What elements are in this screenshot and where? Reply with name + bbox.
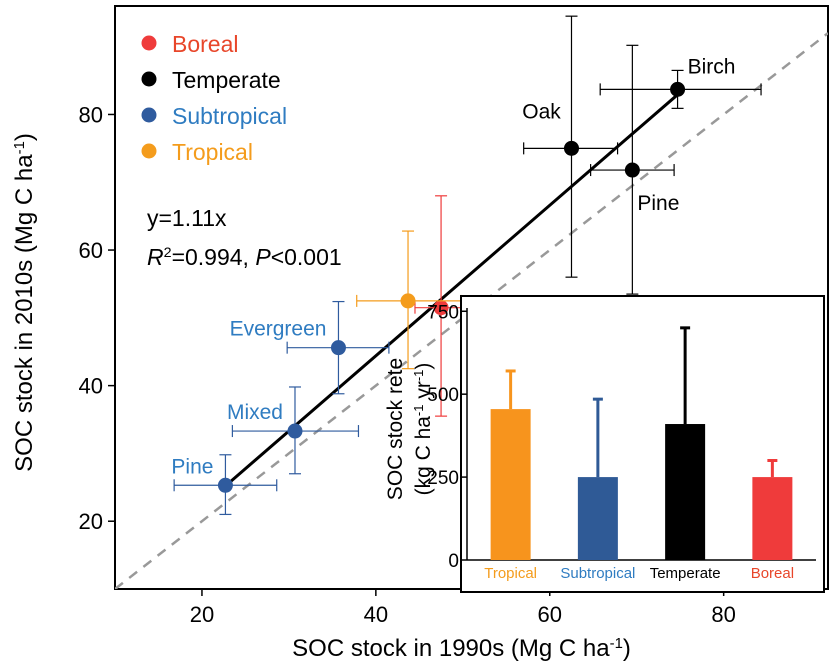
inset-y-axis-label-line1: SOC stock rete <box>384 358 407 500</box>
inset-y-axis-label-line2-part-0: (kg C ha <box>412 416 435 496</box>
bar <box>577 477 618 560</box>
equation-line1: y=1.11x <box>147 205 227 231</box>
equation-line2-part-0: R <box>147 244 164 270</box>
inset-y-axis-label-line2: (kg C ha-1 yr-1) <box>411 363 436 496</box>
series-temperate: Oak Pine Birch <box>522 15 762 295</box>
point-label: Mixed <box>227 401 283 424</box>
point-label: Oak <box>522 100 561 123</box>
point-label: Pine <box>637 192 679 215</box>
point-label: Evergreen <box>230 318 327 341</box>
data-point <box>287 423 303 439</box>
equation-line2-part-2: =0.994, <box>172 244 256 270</box>
bar <box>490 409 531 560</box>
x-axis-label-part-1: -1 <box>610 636 623 652</box>
inset-y-axis-label-line2-part-3: -1 <box>411 370 426 382</box>
data-point <box>217 477 233 493</box>
equation-line2-part-3: P <box>255 244 271 270</box>
legend-marker <box>141 35 157 51</box>
bar <box>752 477 793 560</box>
inset-y-axis-label-line2-part-1: -1 <box>411 404 426 416</box>
y-tick-label: 80 <box>79 102 103 127</box>
inset-y-tick-label: 500 <box>427 385 459 406</box>
legend: Boreal Temperate Subtropical Tropical <box>141 31 287 165</box>
inset-category-label: Boreal <box>751 565 794 582</box>
legend-marker <box>141 71 157 87</box>
inset-y-tick-label: 0 <box>448 551 459 572</box>
x-tick-label: 60 <box>538 602 562 627</box>
legend-label: Boreal <box>172 31 238 57</box>
data-point <box>563 140 579 156</box>
y-tick-label: 40 <box>79 374 103 399</box>
inset-y-tick-label: 250 <box>427 468 459 489</box>
x-tick-label: 20 <box>190 602 214 627</box>
legend-marker <box>141 143 157 159</box>
inset-category-label: Temperate <box>650 565 721 582</box>
inset-y-axis-label-line2-part-2: yr <box>412 381 435 404</box>
inset-y-tick-label: 750 <box>427 302 459 323</box>
y-axis-label-part-0: SOC stock in 2010s (Mg C ha <box>11 154 38 472</box>
point-label: Pine <box>171 455 213 478</box>
inset-category-label: Subtropical <box>560 565 635 582</box>
data-point <box>670 81 686 97</box>
equation-line2: R2=0.994, P<0.001 <box>147 244 342 270</box>
legend-marker <box>141 107 157 123</box>
fit-line <box>224 93 679 488</box>
x-axis-label: SOC stock in 1990s (Mg C ha-1) <box>292 635 631 662</box>
equation-line2-part-1: 2 <box>164 245 172 261</box>
x-axis-label-part-2: ) <box>623 635 631 662</box>
y-axis-label-part-1: -1 <box>12 141 28 154</box>
x-tick-label: 40 <box>364 602 388 627</box>
inset-category-label: Tropical <box>484 565 537 582</box>
y-tick-label: 60 <box>79 238 103 263</box>
data-point <box>624 162 640 178</box>
equation: y=1.11x R2=0.994, P<0.001 <box>147 205 342 270</box>
equation-line2-part-4: <0.001 <box>271 244 342 270</box>
inset-bar-chart: 0 250 500 750 Tropical Subtropical Temperate Bo… <box>384 295 825 593</box>
legend-label: Tropical <box>172 139 253 165</box>
bar <box>665 424 706 560</box>
legend-label: Subtropical <box>172 103 287 129</box>
data-point <box>400 293 416 309</box>
x-axis-label-part-0: SOC stock in 1990s (Mg C ha <box>292 635 610 662</box>
x-tick-label: 80 <box>711 602 735 627</box>
legend-label: Temperate <box>172 67 281 93</box>
series-tropical <box>356 230 462 370</box>
y-axis-label: SOC stock in 2010s (Mg C ha-1) <box>11 133 38 472</box>
data-point <box>433 300 449 316</box>
y-tick-label: 20 <box>79 509 103 534</box>
inset-y-axis-label-line2-part-4: ) <box>412 363 435 370</box>
y-axis-label-part-2: ) <box>11 133 38 141</box>
series-boreal <box>414 195 468 417</box>
point-label: Birch <box>688 55 736 78</box>
data-point <box>330 340 346 356</box>
series-subtropical: Pine Mixed Evergreen <box>171 300 390 516</box>
